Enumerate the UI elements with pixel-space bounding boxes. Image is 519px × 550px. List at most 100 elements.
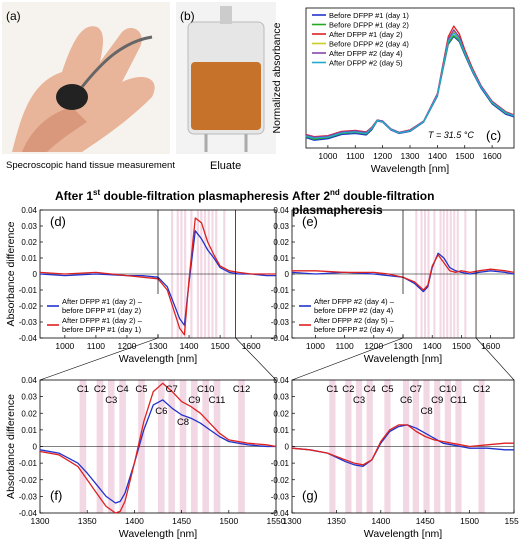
- ytick-label-g-0.03: 0.03: [273, 393, 289, 402]
- xlabel-c: Wavelength [nm]: [371, 163, 449, 175]
- ytick-label-g--0.03: -0.03: [271, 492, 290, 501]
- connector-right-e: [475, 337, 515, 381]
- xtick-label-f-1300: 1300: [31, 516, 50, 526]
- xlabel-e: Wavelength [nm]: [364, 353, 442, 365]
- series-line-f-1: [39, 382, 277, 514]
- ytick-label-f-0.01: 0.01: [21, 426, 37, 435]
- band-label-g-C10: C10: [439, 384, 456, 395]
- series-line-e-1: [292, 254, 515, 291]
- xtick-label-d-1500: 1500: [211, 341, 230, 351]
- xtick-label-d-1000: 1000: [55, 341, 74, 351]
- panel-label-f: (f): [50, 488, 62, 503]
- legend-label-d-1-b: before DFPP #1 (day 1): [62, 325, 142, 334]
- xtick-label-d-1300: 1300: [149, 341, 168, 351]
- band-label-f-C4: C4: [117, 384, 129, 395]
- band-label-g-C6: C6: [400, 395, 412, 406]
- ylabel-d: Absorbance difference: [5, 221, 17, 326]
- legend-label-c-2: After DFPP #1 (day 2): [329, 30, 403, 39]
- legend-label-c-1: Before DFPP #1 (day 2): [329, 21, 409, 30]
- legend-label-d-0-a: After DFPP #1 (day 2) –: [62, 297, 143, 306]
- band-label-f-C12: C12: [233, 384, 250, 395]
- ytick-label-g--0.02: -0.02: [271, 476, 290, 485]
- xtick-label-g-1400: 1400: [371, 516, 390, 526]
- chart-g: 1300 1350 1400 1450 1500 1550 -0.04 -0.03 -0.02 -…: [271, 376, 519, 540]
- ytick-label-f-0.04: 0.04: [21, 376, 37, 385]
- xtick-label-d-1600: 1600: [242, 341, 261, 351]
- xtick-label-c-1000: 1000: [318, 151, 337, 161]
- xtick-label-e-1100: 1100: [335, 341, 354, 351]
- xtick-label-e-1000: 1000: [306, 341, 325, 351]
- band-label-f-C1: C1: [77, 384, 89, 395]
- xtick-label-g-1300: 1300: [283, 516, 302, 526]
- chart-f: 1300 1350 1400 1450 1500 1550 -0.04 -0.03 -0.02 -…: [5, 376, 286, 540]
- band-label-f-C7: C7: [166, 384, 178, 395]
- band-label-g-C12: C12: [473, 384, 490, 395]
- ytick-label-f-0.03: 0.03: [21, 393, 37, 402]
- legend-box-e: [296, 294, 414, 334]
- xtick-label-d-1100: 1100: [87, 341, 106, 351]
- series-line-c-5: [305, 32, 515, 139]
- xlabel-g: Wavelength [nm]: [364, 528, 442, 540]
- xlabel-f: Wavelength [nm]: [119, 528, 197, 540]
- legend-label-e-1-a: After DFPP #2 (day 5) –: [314, 316, 395, 325]
- connector-left-e: [291, 337, 404, 381]
- band-label-g-C8: C8: [420, 406, 432, 417]
- ytick-label-g-0.04: 0.04: [273, 376, 289, 385]
- xtick-label-c-1500: 1500: [455, 151, 474, 161]
- ytick-label-e-0.03: 0.03: [273, 222, 289, 231]
- legend-label-e-0-a: After DFPP #2 (day 4) –: [314, 297, 395, 306]
- panel-label-c: (c): [486, 128, 501, 143]
- xtick-label-c-1400: 1400: [428, 151, 447, 161]
- ytick-label-f--0.02: -0.02: [19, 476, 38, 485]
- series-line-f-0: [39, 399, 276, 504]
- ytick-label-d--0.04: -0.04: [19, 334, 38, 343]
- xtick-label-d-1200: 1200: [117, 341, 136, 351]
- band-label-f-C11: C11: [209, 395, 226, 406]
- ytick-label-g-0.01: 0.01: [273, 426, 289, 435]
- eluate-bag-illustration: [187, 6, 265, 152]
- xtick-label-c-1600: 1600: [483, 151, 502, 161]
- xtick-label-d-1400: 1400: [180, 341, 199, 351]
- ytick-label-d-0: 0: [33, 270, 38, 279]
- band-label-g-C9: C9: [431, 395, 443, 406]
- ytick-label-d--0.01: -0.01: [19, 286, 38, 295]
- band-label-g-C2: C2: [342, 384, 354, 395]
- ytick-label-g-0.02: 0.02: [273, 409, 289, 418]
- ylabel-f: Absorbance difference: [5, 394, 17, 499]
- caption-b: Eluate: [210, 160, 242, 172]
- ytick-label-e-0.04: 0.04: [273, 206, 289, 215]
- chart-e: 1000 1100 1200 1300 1400 1500 1600 -0.04 -0.03 -0…: [271, 206, 515, 365]
- band-label-f-C2: C2: [94, 384, 106, 395]
- hand-illustration: [12, 26, 155, 152]
- title-left-sup: st: [93, 188, 101, 197]
- ytick-label-e--0.03: -0.03: [271, 318, 290, 327]
- ytick-label-e-0: 0: [285, 270, 290, 279]
- ytick-label-d-0.03: 0.03: [21, 222, 37, 231]
- caption-a: Specroscopic hand tissue measurement: [6, 160, 175, 171]
- band-label-g-C5: C5: [381, 384, 393, 395]
- ytick-label-f--0.03: -0.03: [19, 492, 38, 501]
- legend-label-e-1-b: before DFPP #2 (day 4): [314, 325, 394, 334]
- xtick-label-g-1350: 1350: [327, 516, 346, 526]
- xtick-label-c-1300: 1300: [401, 151, 420, 161]
- xtick-label-e-1300: 1300: [394, 341, 413, 351]
- xtick-label-e-1200: 1200: [364, 341, 383, 351]
- legend-label-c-0: Before DFPP #1 (day 1): [329, 11, 409, 20]
- xtick-label-f-1350: 1350: [78, 516, 97, 526]
- ytick-label-d-0.04: 0.04: [21, 206, 37, 215]
- xtick-label-f-1450: 1450: [172, 516, 191, 526]
- band-label-g-C4: C4: [364, 384, 376, 395]
- ytick-label-e--0.02: -0.02: [271, 302, 290, 311]
- connector-right-d: [235, 337, 277, 381]
- xtick-label-e-1400: 1400: [423, 341, 442, 351]
- label-b: (b): [180, 9, 195, 23]
- ytick-label-g-0: 0: [285, 443, 290, 452]
- legend-label-e-0-b: before DFPP #2 (day 4): [314, 306, 394, 315]
- ytick-label-f--0.01: -0.01: [19, 459, 38, 468]
- title-right-sup: nd: [330, 188, 340, 197]
- ytick-label-d--0.03: -0.03: [19, 318, 38, 327]
- band-label-f-C8: C8: [177, 417, 189, 428]
- temperature-annotation: T = 31.5 °C: [428, 130, 474, 140]
- ytick-label-e-0.01: 0.01: [273, 254, 289, 263]
